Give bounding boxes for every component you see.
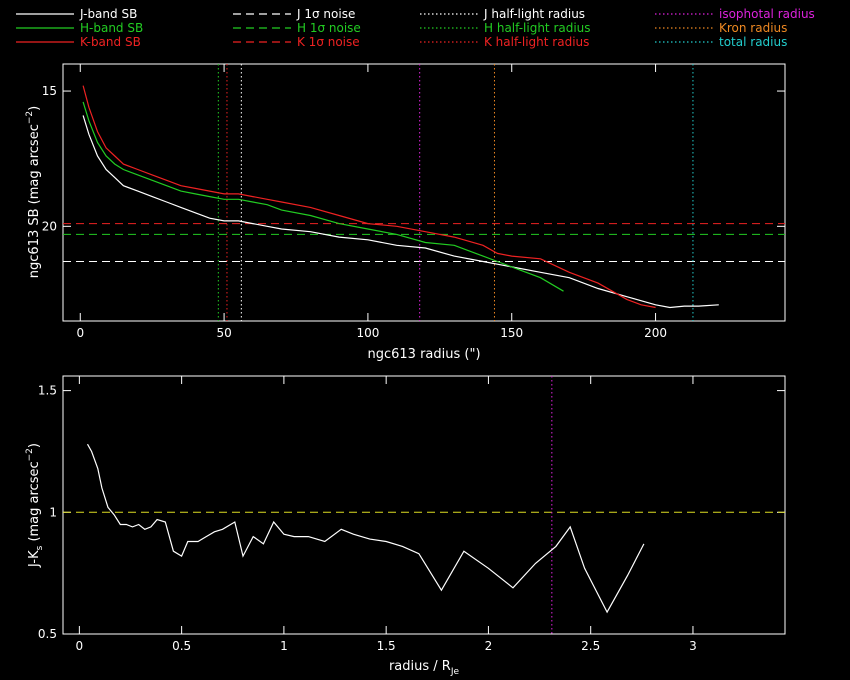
- bottom-xtick-label-0: 0: [76, 639, 84, 653]
- bottom-xtick-label-2: 1: [280, 639, 288, 653]
- bottom-ytick-label-2: 1.5: [38, 384, 57, 398]
- legend-label-isophotal-radius: isophotal radius: [719, 7, 815, 21]
- top-ytick-label-1: 20: [42, 219, 57, 233]
- top-ytick-label-0: 15: [42, 84, 57, 98]
- bottom-plot-frame: [62, 375, 786, 635]
- legend-label-h-half-light-radius: H half-light radius: [484, 21, 591, 35]
- legend-label-k-band-sb: K-band SB: [80, 35, 141, 49]
- legend-label-h-1-noise: H 1σ noise: [297, 21, 361, 35]
- bottom-xtick-label-6: 3: [689, 639, 697, 653]
- top-plot-frame: [62, 63, 786, 322]
- legend-label-j-1-noise: J 1σ noise: [296, 7, 355, 21]
- bottom-ylabel-main: J-K: [27, 550, 42, 568]
- bottom-xtick-label-1: 0.5: [172, 639, 191, 653]
- top-series-j-band-sb: [82, 115, 719, 309]
- bottom-ylabel-sub: s: [35, 545, 45, 550]
- bottom-ylabel-units: (mag arcsec: [27, 461, 42, 545]
- legend-label-k-half-light-radius: K half-light radius: [484, 35, 589, 49]
- bottom-ylabel: J-Ks (mag arcsec−2): [25, 443, 45, 568]
- bottom-xlabel-sub: Je: [450, 667, 460, 677]
- legend-label-j-half-light-radius: J half-light radius: [483, 7, 585, 21]
- top-ylabel-close: ): [27, 106, 42, 111]
- bottom-ytick-label-1: 1: [49, 505, 57, 519]
- bottom-xtick-label-4: 2: [485, 639, 493, 653]
- top-xlabel: ngc613 radius ("): [367, 347, 480, 362]
- top-xtick-label-3: 150: [500, 326, 523, 340]
- legend-label-k-1-noise: K 1σ noise: [297, 35, 360, 49]
- top-xtick-label-1: 50: [216, 326, 231, 340]
- bottom-ylabel-exponent: −2: [25, 448, 35, 461]
- top-ylabel: ngc613 SB (mag arcsec−2): [25, 106, 42, 278]
- legend-label-j-band-sb: J-band SB: [79, 7, 137, 21]
- bottom-xtick-label-5: 2.5: [581, 639, 600, 653]
- top-ylabel-main: ngc613 SB (mag arcsec: [27, 124, 42, 278]
- color-profile-panel: 0 0.5 1 1.5 2 2.5 3 0.5 1 1.5 radius / RJe J-Ks (…: [25, 375, 786, 677]
- bottom-ylabel-close: ): [27, 443, 42, 448]
- legend-label-h-band-sb: H-band SB: [80, 21, 143, 35]
- surface-brightness-panel: 0 50 100 150 200 15 20 ngc613 radius (") ngc61…: [25, 63, 786, 362]
- bottom-xlabel: radius / RJe: [389, 659, 460, 677]
- top-series-h-band-sb: [82, 101, 564, 292]
- top-series-k-band-sb: [82, 85, 656, 309]
- top-xtick-label-2: 100: [356, 326, 379, 340]
- bottom-series-j-ks: [86, 443, 645, 614]
- top-ylabel-exponent: −2: [25, 111, 35, 124]
- top-xtick-label-0: 0: [76, 326, 84, 340]
- bottom-ytick-label-0: 0.5: [38, 627, 57, 641]
- bottom-xlabel-main: radius / R: [389, 659, 451, 674]
- bottom-xtick-label-3: 1.5: [377, 639, 396, 653]
- top-xtick-label-4: 200: [644, 326, 667, 340]
- legend-label-total-radius: total radius: [719, 35, 787, 49]
- legend-label-kron-radius: Kron radius: [719, 21, 787, 35]
